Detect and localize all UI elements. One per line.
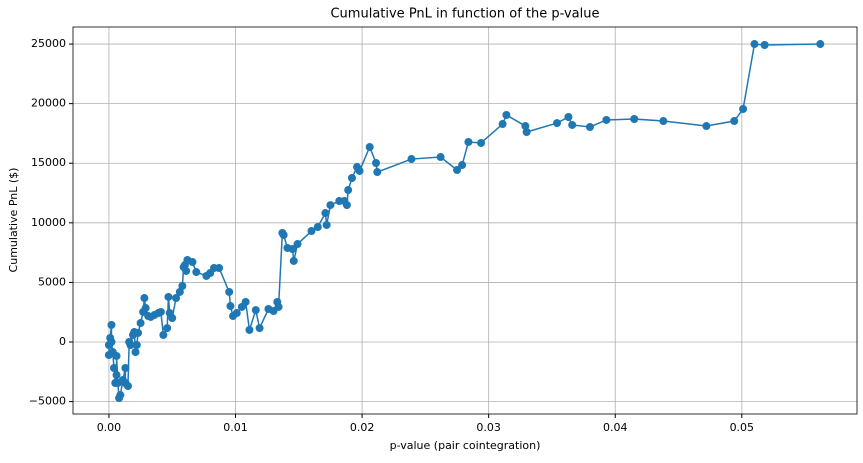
marker <box>241 297 250 306</box>
marker <box>347 174 356 183</box>
marker <box>131 348 140 357</box>
marker <box>372 158 381 167</box>
line <box>108 43 821 399</box>
plot-frame <box>72 26 858 415</box>
marker <box>255 324 264 333</box>
marker <box>107 338 116 347</box>
marker <box>630 115 639 124</box>
y-tick-label: 5000 <box>38 275 66 288</box>
marker <box>192 268 201 277</box>
marker <box>553 119 562 128</box>
marker <box>730 117 739 126</box>
marker <box>164 292 173 301</box>
marker <box>477 138 486 147</box>
marker <box>116 391 125 400</box>
marker <box>274 302 283 311</box>
marker <box>288 245 297 254</box>
marker <box>182 266 191 275</box>
marker <box>107 320 116 329</box>
x-tick-label: 0.05 <box>730 421 755 434</box>
y-axis-label: Cumulative PnL ($) <box>7 168 20 273</box>
marker <box>458 161 467 170</box>
marker <box>123 381 132 390</box>
marker <box>110 363 119 372</box>
marker <box>245 325 254 334</box>
x-axis-label: p-value (pair cointegration) <box>390 439 541 452</box>
marker <box>168 314 177 323</box>
y-tick-label: 10000 <box>31 216 66 229</box>
marker <box>564 112 573 121</box>
marker <box>156 307 165 316</box>
y-tick-label: 25000 <box>31 37 66 50</box>
chart-title: Cumulative PnL in function of the p-valu… <box>330 7 599 22</box>
marker <box>178 281 187 290</box>
marker <box>498 120 507 129</box>
marker <box>188 258 197 267</box>
marker <box>326 201 335 210</box>
marker <box>568 120 577 129</box>
marker <box>321 209 330 218</box>
x-tick-label: 0.03 <box>476 421 501 434</box>
x-tick-label: 0.00 <box>97 421 122 434</box>
marker <box>436 153 445 162</box>
marker <box>355 166 364 175</box>
marker <box>172 294 181 303</box>
y-tick-label: −5000 <box>29 395 66 408</box>
marker <box>453 166 462 175</box>
marker <box>163 324 172 333</box>
marker <box>521 122 530 131</box>
marker <box>226 302 235 311</box>
marker <box>307 227 316 236</box>
x-tick-label: 0.02 <box>350 421 375 434</box>
marker <box>112 371 121 380</box>
marker <box>121 363 130 372</box>
marker <box>140 294 149 303</box>
marker <box>342 201 351 210</box>
marker <box>585 122 594 131</box>
marker <box>132 340 141 349</box>
marker <box>134 328 143 337</box>
y-tick-label: 0 <box>59 335 66 348</box>
marker <box>502 110 511 119</box>
marker <box>112 351 121 360</box>
marker <box>407 155 416 164</box>
marker <box>344 186 353 195</box>
marker <box>215 263 224 272</box>
marker <box>522 128 531 137</box>
marker <box>659 117 668 126</box>
marker <box>225 287 234 296</box>
marker <box>289 256 298 265</box>
marker <box>126 340 135 349</box>
marker <box>251 306 260 315</box>
marker <box>816 40 825 49</box>
y-tick-label: 15000 <box>31 156 66 169</box>
y-tick-label: 20000 <box>31 97 66 110</box>
marker <box>141 304 150 313</box>
marker <box>739 105 748 114</box>
marker <box>464 138 473 147</box>
marker <box>293 240 302 249</box>
marker <box>760 40 769 49</box>
x-tick-label: 0.01 <box>223 421 248 434</box>
x-tick-label: 0.04 <box>603 421 628 434</box>
marker <box>313 222 322 231</box>
marker <box>750 40 759 49</box>
marker <box>702 122 711 131</box>
marker <box>159 330 168 339</box>
marker <box>602 115 611 124</box>
marker <box>373 168 382 177</box>
marker <box>136 319 145 328</box>
marker <box>279 230 288 239</box>
marker <box>232 309 241 318</box>
marker <box>365 143 374 152</box>
marker <box>322 220 331 229</box>
